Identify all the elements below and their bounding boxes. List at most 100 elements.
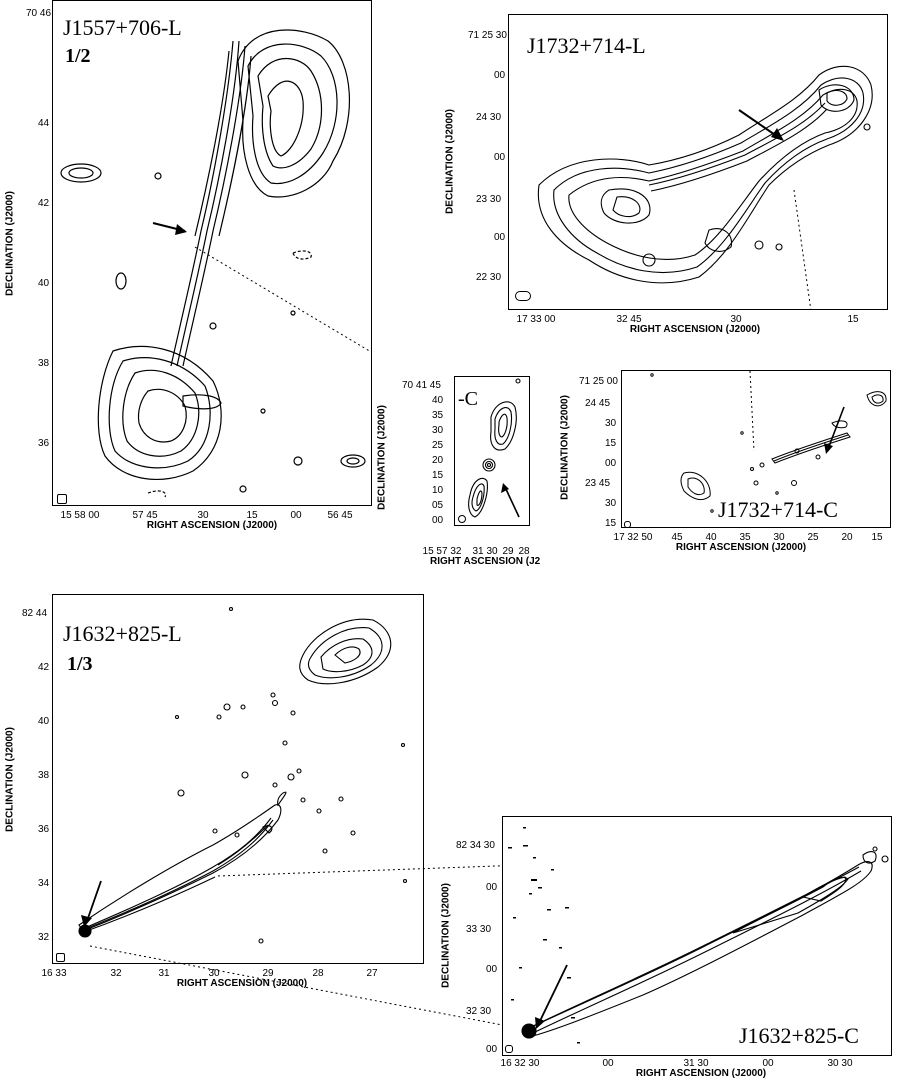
beam-symbol xyxy=(458,515,466,523)
panel-title: J1732+714-L xyxy=(527,33,646,58)
dec-tick: 36 xyxy=(38,438,50,449)
dec-tick: 24 30 xyxy=(476,112,502,123)
dec-tick: 15 xyxy=(605,438,617,449)
ra-tick: 28 xyxy=(518,546,530,557)
dec-tick: 22 30 xyxy=(476,272,502,283)
x-axis-label: RIGHT ASCENSION (J2 xyxy=(430,556,541,567)
zoom-connector-line xyxy=(749,371,755,452)
ra-tick: 30 30 xyxy=(827,1058,853,1069)
ra-tick: 32 45 xyxy=(616,314,642,325)
dec-tick: 82 34 30 xyxy=(456,840,495,851)
ra-tick: 45 xyxy=(671,532,683,543)
y-axis-label: DECLINATION (J2000) xyxy=(440,883,452,988)
dec-tick: 40 xyxy=(38,278,50,289)
x-axis-label: RIGHT ASCENSION (J2000) xyxy=(176,978,308,989)
beam-symbol xyxy=(56,953,65,962)
dec-tick: 00 xyxy=(486,882,498,893)
ra-tick: 30 xyxy=(197,510,209,521)
ra-tick: 00 xyxy=(602,1058,614,1069)
ra-tick: 15 xyxy=(246,510,258,521)
ra-tick: 35 xyxy=(739,532,751,543)
plot-area: J1632+825-C xyxy=(502,816,892,1056)
dec-tick: 30 xyxy=(605,418,617,429)
panel-fraction: 1/3 xyxy=(67,653,93,675)
ra-tick: 20 xyxy=(841,532,853,543)
panel-title: -C xyxy=(458,388,478,410)
beam-symbol xyxy=(624,521,631,527)
plot-area: J1732+714-C xyxy=(621,370,891,528)
zoom-connector-line xyxy=(793,189,812,309)
dec-tick: 32 30 xyxy=(466,1006,492,1017)
dec-tick: 10 xyxy=(432,485,444,496)
dec-tick: 70 41 45 xyxy=(402,380,441,391)
dec-tick: 00 xyxy=(494,232,506,243)
dec-tick: 20 xyxy=(432,455,444,466)
ra-tick: 17 33 00 xyxy=(516,314,556,325)
ra-tick: 30 xyxy=(730,314,742,325)
x-axis-label: RIGHT ASCENSION (J2000) xyxy=(629,324,761,335)
ra-tick: 15 57 32 xyxy=(422,546,462,557)
dec-tick: 25 xyxy=(432,440,444,451)
beam-symbol xyxy=(505,1045,513,1053)
ra-tick: 32 xyxy=(110,968,122,979)
dec-tick: 00 xyxy=(494,152,506,163)
dec-tick: 38 xyxy=(38,770,50,781)
arrow-core-j1557-c xyxy=(504,486,520,518)
panel-j1557-l: J1557+706-L 1/2 70 46 44 42 40 38 36 15 … xyxy=(0,0,380,540)
dec-tick: 00 xyxy=(486,1044,498,1055)
dec-tick: 36 xyxy=(38,824,50,835)
ra-tick: 00 xyxy=(762,1058,774,1069)
dec-tick: 71 25 30 xyxy=(468,30,507,41)
panel-j1732-c: J1732+714-C 71 25 00 24 45 30 15 00 23 4… xyxy=(555,360,898,560)
panel-j1632-c: J1632+825-C 82 34 30 00 33 30 00 32 30 0… xyxy=(436,812,898,1080)
arrow-core-j1632 xyxy=(86,880,102,922)
ra-tick: 57 45 xyxy=(132,510,158,521)
dec-tick: 00 xyxy=(494,70,506,81)
panel-j1632-l: J1632+825-L 1/3 82 44 42 40 38 36 34 32 … xyxy=(0,590,430,1000)
zoom-connector-line xyxy=(194,246,371,353)
beam-symbol xyxy=(515,291,531,301)
y-axis-label: DECLINATION (J2000) xyxy=(559,395,571,500)
dec-tick: 33 30 xyxy=(466,924,492,935)
dec-tick: 23 45 xyxy=(585,478,611,489)
ra-tick: 40 xyxy=(705,532,717,543)
panel-title: J1632+825-L xyxy=(63,621,182,646)
ra-tick: 00 xyxy=(290,510,302,521)
x-axis-label: RIGHT ASCENSION (J2000) xyxy=(146,520,278,531)
dec-tick: 00 xyxy=(432,515,444,526)
ra-tick: 16 33 xyxy=(41,968,67,979)
dec-tick: 82 44 xyxy=(22,608,48,619)
ra-tick: 16 32 30 xyxy=(500,1058,540,1069)
x-axis-label: RIGHT ASCENSION (J2000) xyxy=(675,542,807,553)
dec-tick: 34 xyxy=(38,878,50,889)
dec-tick: 00 xyxy=(605,458,617,469)
ra-tick: 56 45 xyxy=(327,510,353,521)
plot-area xyxy=(454,376,530,526)
dec-tick: 00 xyxy=(486,964,498,975)
dec-tick: 15 xyxy=(605,518,617,529)
dec-tick: 70 46 xyxy=(26,8,52,19)
dec-tick: 15 xyxy=(432,470,444,481)
x-axis-label: RIGHT ASCENSION (J2000) xyxy=(635,1068,767,1079)
contour-map xyxy=(78,606,408,944)
beam-symbol xyxy=(57,494,67,504)
panel-j1732-l: J1732+714-L 71 25 30 00 24 30 00 23 30 0… xyxy=(440,0,898,340)
ra-tick: 27 xyxy=(366,968,378,979)
ra-tick: 17 32 50 xyxy=(613,532,653,543)
ra-tick: 30 xyxy=(486,546,498,557)
ra-tick: 31 30 xyxy=(683,1058,709,1069)
panel-title: J1557+706-L xyxy=(63,15,182,40)
ra-tick: 31 xyxy=(158,968,170,979)
dec-tick: 40 xyxy=(38,716,50,727)
contour-map xyxy=(468,378,521,518)
panel-fraction: 1/2 xyxy=(65,45,91,67)
plot-area: J1557+706-L 1/2 xyxy=(52,0,372,506)
y-axis-label: DECLINATION (J2000) xyxy=(376,405,388,510)
contour-map xyxy=(508,827,889,1044)
ra-tick: 15 58 00 xyxy=(60,510,100,521)
contour-map xyxy=(60,29,371,498)
dec-tick: 05 xyxy=(432,500,444,511)
dec-tick: 71 25 00 xyxy=(579,376,618,387)
panel-j1557-c: -C 70 41 45 40 35 30 25 20 15 10 05 00 1… xyxy=(376,370,550,570)
dec-tick: 30 xyxy=(605,498,617,509)
